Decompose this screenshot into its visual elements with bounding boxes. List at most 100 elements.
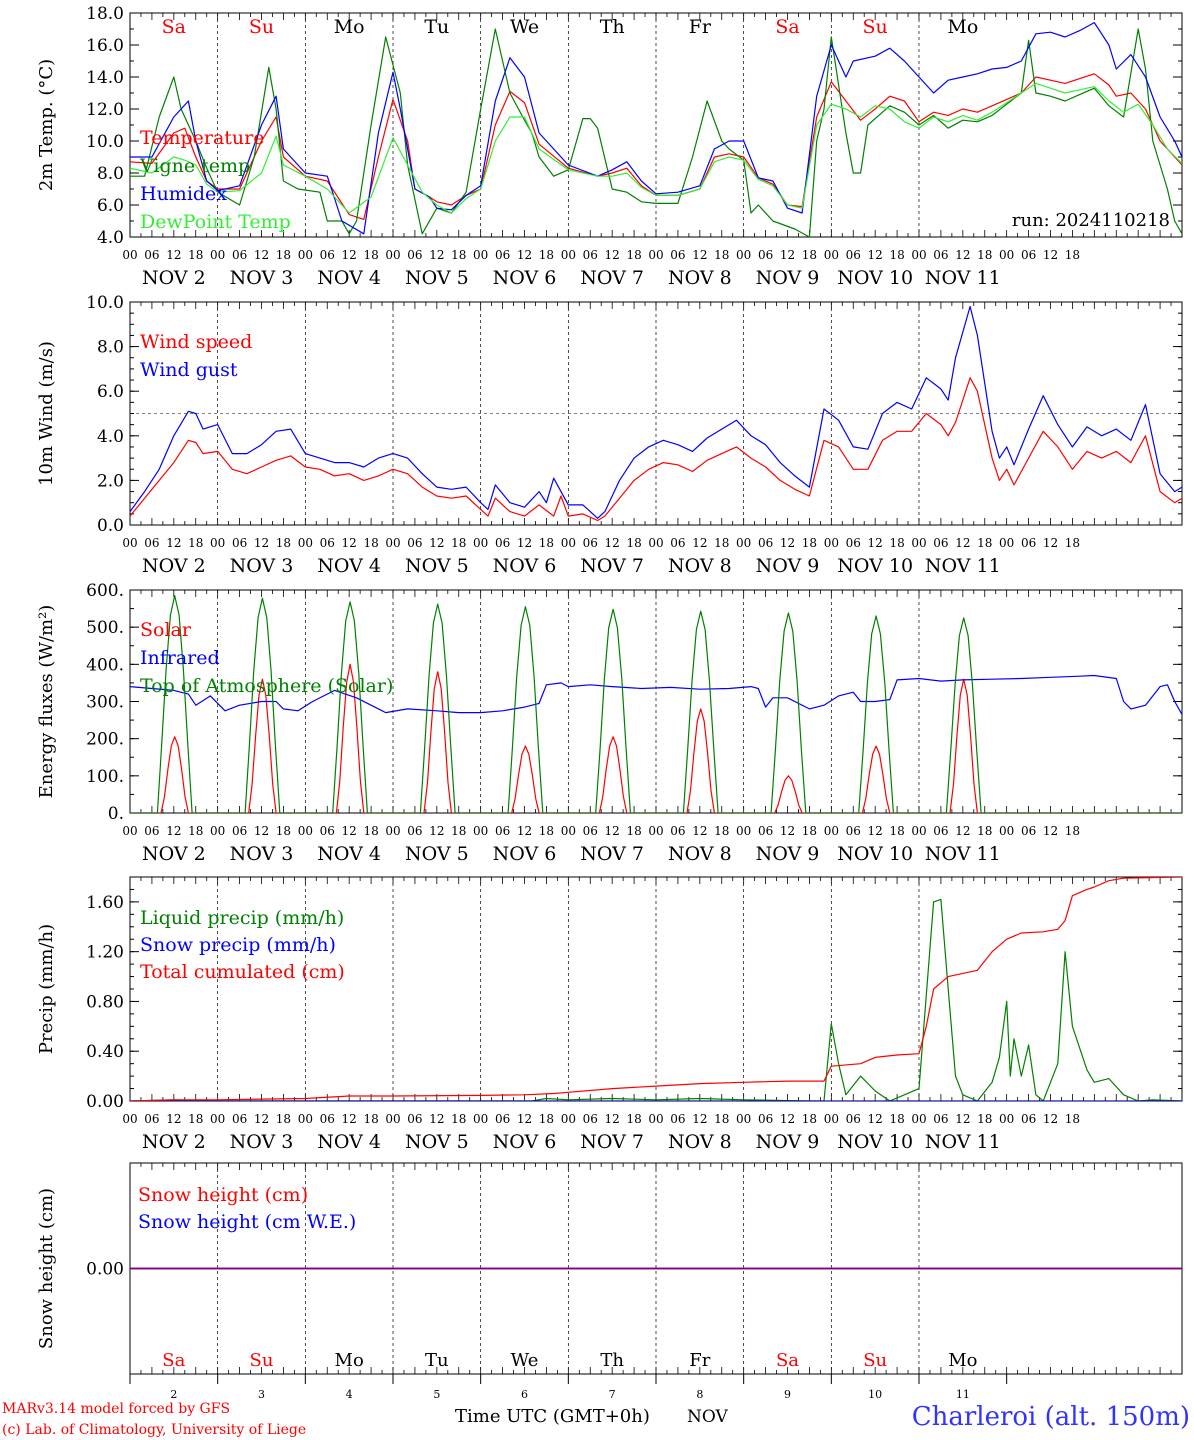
series-group — [130, 305, 1182, 522]
hour-label: 18 — [977, 1112, 992, 1126]
hour-label: 18 — [626, 536, 641, 550]
hour-label: 18 — [363, 1112, 378, 1126]
date-label: NOV 8 — [668, 843, 732, 865]
hour-label: 18 — [188, 536, 203, 550]
hour-label: 00 — [298, 248, 313, 262]
hour-label: 00 — [122, 248, 137, 262]
hour-label: 12 — [429, 536, 444, 550]
hour-label: 06 — [1021, 824, 1036, 838]
day-number: 6 — [521, 1388, 528, 1401]
hour-label: 12 — [342, 1112, 357, 1126]
hour-label: 18 — [188, 248, 203, 262]
hour-label: 12 — [955, 824, 970, 838]
weekday-label: Mo — [335, 1350, 364, 1371]
hour-label: 00 — [385, 248, 400, 262]
legend-entry: Wind gust — [140, 359, 238, 381]
hour-label: 12 — [605, 1112, 620, 1126]
hour-label: 00 — [122, 1112, 137, 1126]
y-tick-label: 12.0 — [86, 100, 124, 120]
date-label: NOV 4 — [317, 267, 381, 289]
hour-label: 18 — [802, 536, 817, 550]
y-tick-label: 1.20 — [86, 943, 124, 963]
hour-label: 06 — [320, 1112, 335, 1126]
weekday-label: Mo — [947, 16, 978, 38]
hour-label: 18 — [977, 536, 992, 550]
y-tick-label: 8.0 — [97, 164, 124, 184]
hour-label: 12 — [429, 248, 444, 262]
hour-label: 06 — [933, 536, 948, 550]
hour-label: 12 — [1043, 536, 1058, 550]
date-label: NOV 11 — [925, 555, 1001, 577]
hour-label: 12 — [429, 824, 444, 838]
x-axis-title: Time UTC (GMT+0h) — [455, 1406, 650, 1427]
hour-label: 06 — [583, 248, 598, 262]
hour-label: 12 — [254, 536, 269, 550]
hour-label: 18 — [188, 824, 203, 838]
hour-label: 12 — [955, 248, 970, 262]
hour-label: 06 — [495, 536, 510, 550]
hour-label: 00 — [648, 1112, 663, 1126]
day-number: 5 — [433, 1388, 440, 1401]
hour-label: 06 — [583, 824, 598, 838]
y-tick-label: 0. — [108, 804, 124, 824]
series-group — [130, 22, 1182, 237]
hour-label: 12 — [780, 248, 795, 262]
weekday-label: Mo — [948, 1350, 977, 1371]
y-tick-label: 600. — [86, 581, 124, 601]
series-line-wind-gust — [130, 305, 1182, 519]
hour-label: 00 — [385, 536, 400, 550]
legend-entry: Total cumulated (cm) — [140, 961, 345, 983]
y-tick-label: 4.0 — [97, 427, 124, 447]
series-line-infrared — [130, 674, 1182, 715]
hour-label: 00 — [648, 824, 663, 838]
hour-label: 06 — [670, 1112, 685, 1126]
date-label: NOV 11 — [925, 1131, 1001, 1153]
hour-label: 00 — [999, 1112, 1014, 1126]
y-tick-label: 18.0 — [86, 4, 124, 24]
hour-label: 12 — [517, 536, 532, 550]
legend-entry: Solar — [140, 619, 192, 641]
hour-label: 00 — [736, 1112, 751, 1126]
y-axis-title: Energy fluxes (W/m²) — [36, 605, 57, 799]
panel-3: 0. 100. 200. 300. 400. 500. 600. 00 06 12 18 00 06 12… — [36, 581, 1183, 865]
hour-label: 18 — [714, 536, 729, 550]
hour-label: 00 — [648, 248, 663, 262]
hour-label: 00 — [911, 536, 926, 550]
weekday-label: Su — [250, 1350, 274, 1371]
weekday-label: Th — [600, 16, 625, 38]
y-tick-label: 10.0 — [86, 132, 124, 152]
date-label: NOV 10 — [837, 267, 913, 289]
hour-label: 12 — [429, 1112, 444, 1126]
run-label: run: 2024110218 — [1012, 210, 1170, 231]
hour-label: 06 — [670, 536, 685, 550]
y-tick-label: 16.0 — [86, 36, 124, 56]
hour-label: 06 — [933, 248, 948, 262]
day-number: 10 — [868, 1388, 882, 1401]
day-number: 11 — [956, 1388, 970, 1401]
y-tick-label: 0.00 — [86, 1092, 124, 1112]
hour-label: 06 — [846, 536, 861, 550]
y-axis-title: Precip (mm/h) — [36, 924, 57, 1054]
hour-label: 18 — [363, 824, 378, 838]
hour-label: 18 — [451, 824, 466, 838]
hour-label: 18 — [539, 248, 554, 262]
hour-label: 00 — [999, 824, 1014, 838]
date-label: NOV 2 — [142, 843, 206, 865]
legend-entry: Vigne temp — [139, 155, 250, 177]
hour-label: 18 — [1065, 1112, 1080, 1126]
weekday-label: Th — [600, 1350, 624, 1371]
hour-label: 18 — [363, 536, 378, 550]
date-label: NOV 7 — [580, 1131, 644, 1153]
hour-label: 00 — [473, 536, 488, 550]
hour-label: 06 — [144, 824, 159, 838]
date-label: NOV 8 — [668, 267, 732, 289]
hour-label: 00 — [473, 1112, 488, 1126]
hour-label: 00 — [561, 1112, 576, 1126]
series-line-liquid-precip-mm-h- — [130, 898, 1182, 1101]
legend-entry: Humidex — [140, 183, 227, 205]
hour-label: 18 — [1065, 536, 1080, 550]
hour-label: 00 — [122, 824, 137, 838]
x-axis-month: NOV — [687, 1407, 729, 1427]
date-label: NOV 9 — [756, 1131, 820, 1153]
